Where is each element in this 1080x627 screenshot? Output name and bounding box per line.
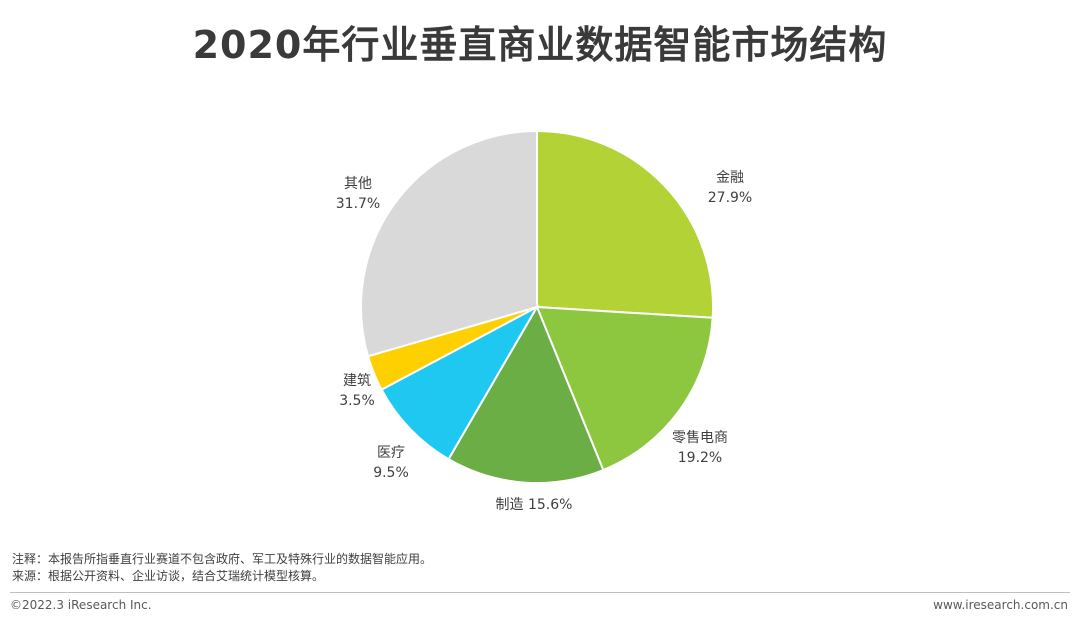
- pie-slice-2: [447, 304, 605, 484]
- slice-name-5: 其他: [344, 176, 372, 192]
- pie-slice-1: [535, 305, 714, 472]
- slice-value-0: 27.9%: [708, 190, 752, 206]
- slice-name-0: 金融: [716, 170, 744, 186]
- pie-labels: 金融 27.9% 零售电商 19.2% 制造 15.6% 医疗 9.5% 建筑 3.5% 其他 31…: [336, 170, 752, 513]
- source-text: 来源：根据公开资料、企业访谈，结合艾瑞统计模型核算。: [12, 569, 325, 583]
- copyright-text: ©2022.3 iResearch Inc.: [10, 598, 152, 612]
- slice-name-4: 建筑: [343, 373, 371, 389]
- footer-divider: [10, 592, 1070, 593]
- notes-block: 注释：本报告所指垂直行业赛道不包含政府、军工及特殊行业的数据智能应用。 来源：根…: [12, 551, 432, 585]
- note-text: 注释：本报告所指垂直行业赛道不包含政府、军工及特殊行业的数据智能应用。: [12, 552, 433, 566]
- website-link[interactable]: www.iresearch.com.cn: [933, 598, 1068, 612]
- slice-value-3: 9.5%: [373, 465, 409, 481]
- slice-name-3: 医疗: [377, 445, 405, 461]
- slice-name-1: 零售电商: [672, 430, 728, 446]
- pie-slices: [360, 129, 715, 484]
- slice-value-4: 3.5%: [339, 393, 375, 409]
- chart-title: 2020年行业垂直商业数据智能市场结构: [192, 23, 888, 67]
- slice-label-2: 制造 15.6%: [496, 497, 573, 513]
- slice-value-5: 31.7%: [336, 196, 380, 212]
- slice-value-1: 19.2%: [678, 450, 722, 466]
- pie-slice-3: [380, 304, 540, 461]
- pie-slice-5: [360, 129, 538, 358]
- pie-slice-0: [536, 129, 715, 319]
